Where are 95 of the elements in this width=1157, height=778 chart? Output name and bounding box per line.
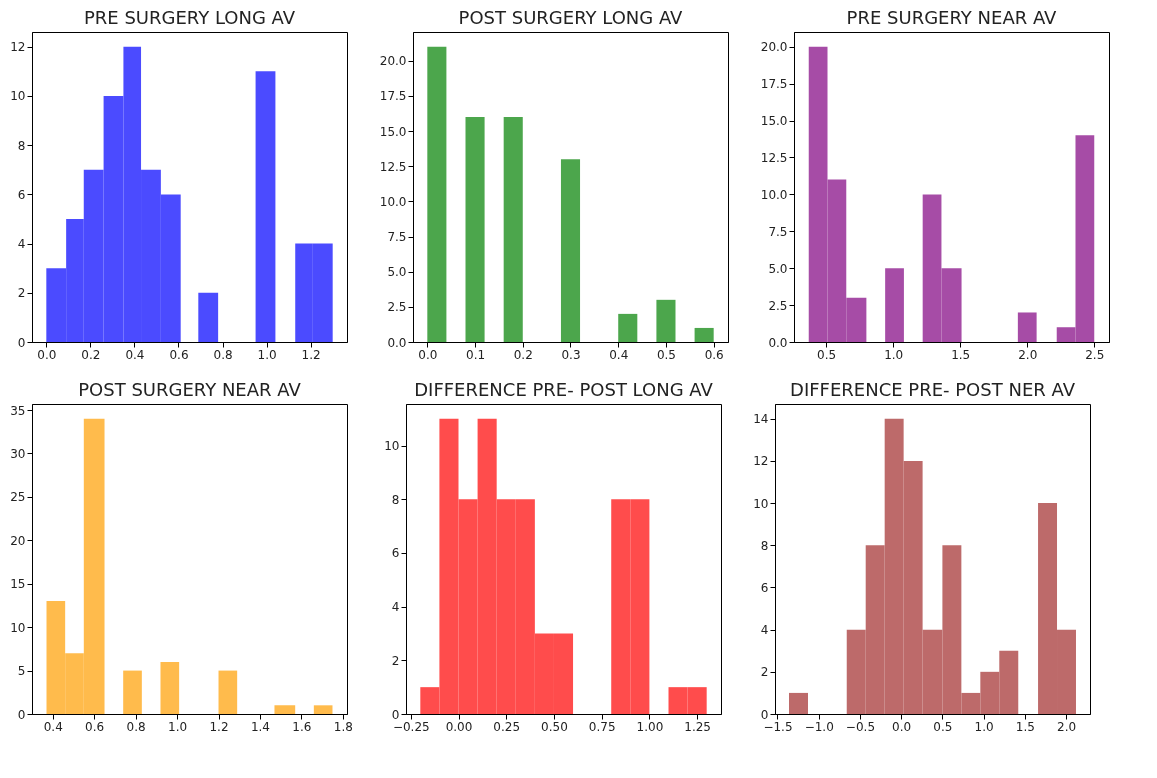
x-tick-label: 1.4: [250, 719, 271, 734]
y-tick-label: 0: [17, 707, 26, 722]
y-tick-label: 12.5: [379, 159, 407, 174]
y-tick-label: 10: [10, 620, 26, 635]
y-tick-label: 10.0: [760, 187, 788, 202]
x-tick-label: −0.5: [845, 719, 875, 734]
x-tick-label: 0.25: [493, 719, 521, 734]
x-tick-label: 0.2: [513, 347, 533, 362]
y-tick-label: 30: [10, 447, 26, 461]
y-tick-label: 10.0: [379, 194, 407, 209]
x-tick-label: 1.8: [333, 719, 353, 734]
chart-title: POST SURGERY NEAR AV: [78, 379, 302, 400]
x-tick-label: −0.25: [392, 719, 430, 734]
x-tick-label: 0.4: [125, 347, 145, 362]
y-tick-label: 0.0: [387, 335, 407, 350]
y-tick-label: 2.5: [387, 300, 407, 315]
x-tick-label: 1.5: [1015, 719, 1035, 734]
chart-title: PRE SURGERY LONG AV: [83, 7, 296, 28]
y-tick-label: 8: [17, 138, 26, 153]
x-tick-label: 1.0: [257, 347, 277, 362]
x-tick-label: 0.3: [561, 347, 581, 362]
x-tick-label: 0.0: [418, 347, 438, 362]
x-tick-label: 0.4: [609, 347, 629, 362]
y-tick-label: 6: [760, 580, 769, 595]
x-tick-label: 0.6: [85, 719, 105, 734]
x-tick-label: 0.5: [656, 347, 676, 362]
x-tick-label: 0.0: [37, 347, 57, 362]
y-tick-label: 2: [391, 653, 400, 668]
chart-title: DIFFERENCE PRE- POST NER AV: [790, 379, 1076, 400]
x-tick-label: 0.5: [817, 347, 837, 362]
x-tick-label: −1.0: [804, 719, 834, 734]
y-tick-label: 10: [10, 89, 26, 104]
y-tick-label: 12: [10, 40, 26, 55]
y-tick-label: 17.5: [379, 89, 407, 104]
y-tick-label: 20.0: [379, 54, 407, 69]
y-tick-label: 5.0: [768, 261, 788, 276]
y-tick-label: 4: [17, 237, 26, 252]
y-tick-label: 35: [10, 403, 26, 418]
x-tick-label: 1.6: [292, 719, 312, 734]
x-tick-label: 1.2: [301, 347, 321, 362]
x-tick-label: 0.8: [213, 347, 233, 362]
x-tick-label: 1.2: [209, 719, 229, 734]
y-tick-label: 2.5: [768, 298, 788, 313]
x-tick-label: 0.6: [704, 347, 724, 362]
y-tick-label: 8: [391, 492, 400, 507]
x-tick-label: 0.0: [892, 719, 912, 734]
x-tick-label: 0.75: [588, 719, 616, 734]
y-tick-label: 0: [17, 335, 26, 350]
y-tick-label: 12.5: [760, 150, 788, 165]
x-tick-label: 1.0: [884, 347, 904, 362]
y-tick-label: 12: [753, 454, 769, 469]
y-tick-label: 15.0: [760, 114, 788, 129]
y-tick-label: 6: [17, 187, 26, 202]
y-tick-label: 7.5: [387, 230, 407, 245]
x-tick-label: 1.25: [684, 719, 711, 734]
y-tick-label: 7.5: [768, 224, 788, 239]
chart-title: PRE SURGERY NEAR AV: [846, 7, 1058, 28]
x-tick-label: 2.5: [1085, 347, 1105, 362]
y-tick-label: 15: [10, 577, 26, 592]
y-tick-label: 20: [10, 533, 26, 548]
x-tick-label: 0.2: [81, 347, 101, 362]
y-tick-label: 20.0: [760, 40, 788, 55]
x-tick-label: 0.4: [43, 719, 63, 734]
chart-title: POST SURGERY LONG AV: [458, 7, 684, 28]
x-tick-label: 0.00: [445, 719, 473, 734]
y-tick-label: 0: [391, 707, 400, 722]
x-tick-label: 0.1: [466, 347, 486, 362]
y-tick-label: 2: [17, 286, 26, 301]
x-tick-label: 1.0: [168, 719, 188, 734]
y-tick-label: 2: [760, 665, 769, 680]
y-tick-label: 5: [17, 664, 26, 679]
y-tick-label: 5.0: [387, 265, 407, 280]
x-tick-label: 0.6: [169, 347, 189, 362]
x-tick-label: −1.5: [763, 719, 793, 734]
y-tick-label: 10: [753, 496, 769, 511]
x-tick-label: 1.0: [974, 719, 994, 734]
y-tick-label: 17.5: [760, 77, 788, 92]
y-tick-label: 15.0: [379, 124, 407, 139]
y-tick-label: 4: [391, 600, 400, 615]
x-tick-label: 2.0: [1018, 347, 1038, 362]
x-tick-label: 1.5: [951, 347, 971, 362]
chart-title: DIFFERENCE PRE- POST LONG AV: [414, 379, 714, 400]
x-tick-label: 0.8: [126, 719, 146, 734]
y-tick-label: 25: [10, 490, 26, 505]
y-tick-label: 14: [753, 412, 769, 427]
y-tick-label: 0: [760, 707, 769, 722]
y-tick-label: 8: [760, 538, 769, 553]
x-tick-label: 0.50: [541, 719, 568, 734]
x-tick-label: 0.5: [933, 719, 953, 734]
y-tick-label: 10: [384, 439, 400, 454]
y-tick-label: 0.0: [768, 335, 788, 350]
y-tick-label: 4: [760, 623, 769, 638]
x-tick-label: 1.00: [636, 719, 664, 734]
y-tick-label: 6: [391, 546, 400, 561]
x-tick-label: 2.0: [1057, 719, 1077, 734]
